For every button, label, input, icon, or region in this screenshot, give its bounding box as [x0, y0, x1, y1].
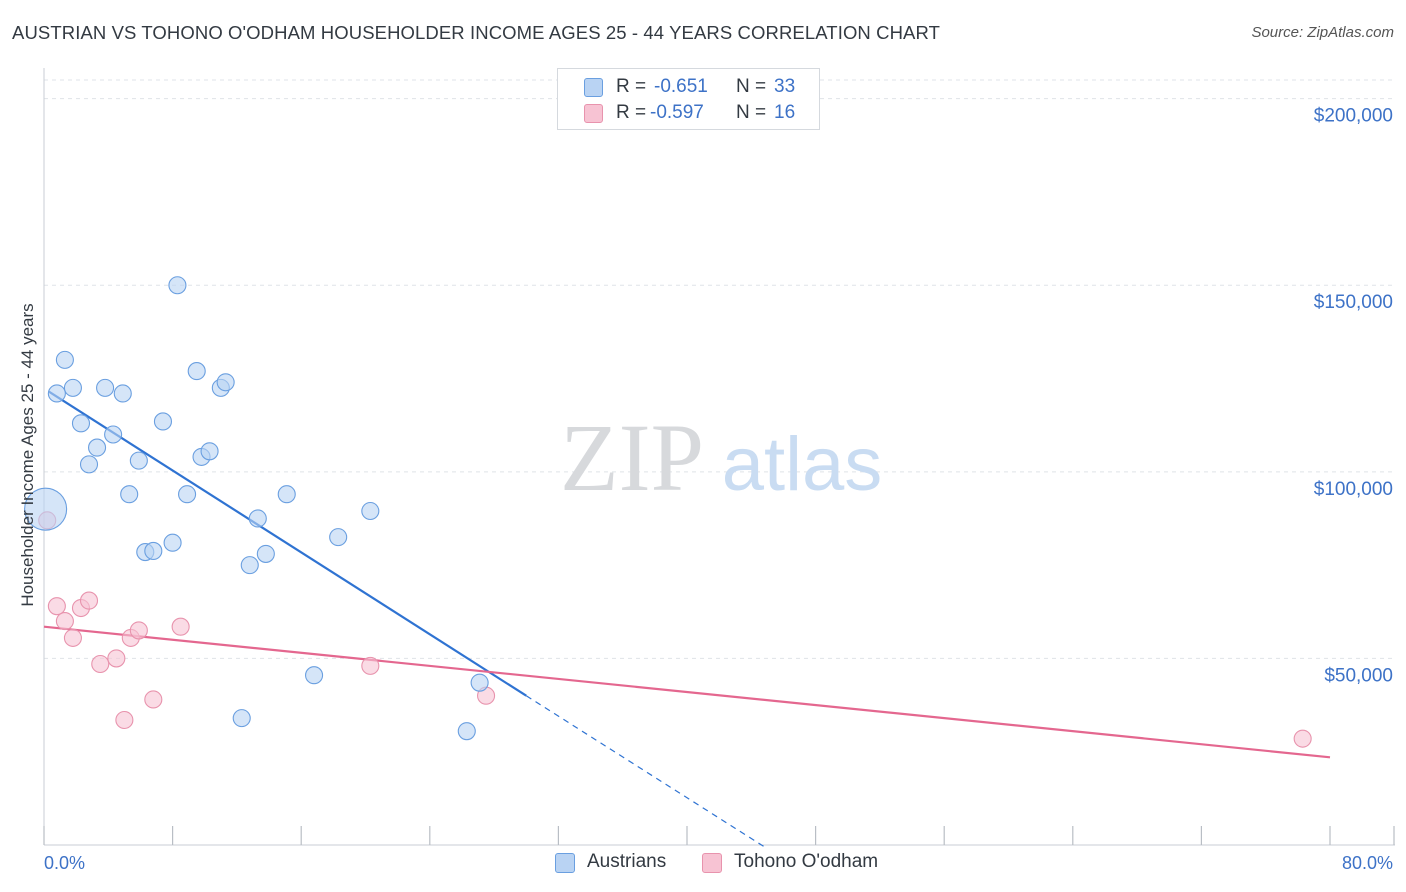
- austrians-point: [63, 378, 82, 397]
- austrians-trend-extension: [525, 695, 768, 850]
- legend-r-label: R =: [616, 102, 647, 123]
- austrians-trend-line: [48, 390, 527, 697]
- legend-r-value: -0.597: [650, 102, 704, 123]
- austrians-point-large: [24, 487, 68, 531]
- stats-legend: R = -0.651 N = 33 R = -0.597 N = 16: [557, 68, 820, 130]
- austrians-point: [113, 384, 132, 403]
- tohono-point: [144, 690, 163, 709]
- watermark: ZIP atlas: [560, 404, 882, 511]
- austrians-legend-label: Austrians: [587, 851, 667, 872]
- trend-lines: [43, 390, 1331, 850]
- tohono-trend-line: [43, 625, 1331, 759]
- austrians-point: [120, 485, 139, 504]
- austrians-point: [457, 722, 476, 741]
- austrians-point: [240, 556, 259, 575]
- legend-n-value: 16: [774, 102, 796, 123]
- x-tick-label: 0.0%: [44, 853, 85, 873]
- austrians-point: [329, 528, 348, 547]
- austrians-point: [129, 451, 148, 470]
- tohono-legend-label: Tohono O'odham: [734, 851, 879, 872]
- austrians-point: [256, 544, 275, 563]
- austrians-point: [47, 384, 66, 403]
- austrians-point: [163, 533, 182, 552]
- tohono-point: [63, 628, 82, 647]
- legend-n-value: 33: [774, 76, 796, 97]
- tohono-swatch: [584, 104, 603, 123]
- legend-r-label: R =: [616, 76, 647, 97]
- watermark-zip: ZIP: [560, 404, 704, 511]
- tohono-point: [115, 710, 134, 730]
- scatter-points: [24, 276, 1312, 748]
- austrians-point: [232, 709, 251, 728]
- tohono-point: [107, 649, 126, 668]
- tohono-point: [1293, 729, 1312, 748]
- austrians-point: [470, 673, 489, 692]
- tohono-point: [55, 612, 74, 631]
- tohono-legend-swatch: [702, 853, 722, 873]
- austrians-point: [104, 425, 123, 444]
- austrians-point: [79, 455, 99, 474]
- axis-labels: $50,000 $100,000 $150,000 $200,000 0.0% 80.0%…: [18, 106, 1393, 873]
- y-tick-label: $200,000: [1314, 106, 1393, 127]
- austrians-point: [96, 378, 115, 397]
- y-tick-label: $150,000: [1314, 292, 1393, 313]
- austrians-point: [168, 276, 187, 295]
- tohono-point: [361, 656, 380, 675]
- austrians-point: [248, 509, 267, 528]
- austrians-point: [71, 414, 91, 433]
- austrians-point: [361, 501, 380, 521]
- austrians-legend-swatch: [555, 853, 575, 873]
- y-axis-title: Householder Income Ages 25 - 44 years: [18, 303, 37, 606]
- austrians-swatch: [584, 78, 603, 97]
- tohono-point: [171, 617, 190, 636]
- austrians-point: [87, 438, 107, 457]
- austrians-point: [305, 666, 324, 685]
- tohono-point: [79, 591, 99, 610]
- axes: [43, 68, 1395, 846]
- legend-r-value: -0.651: [654, 76, 708, 97]
- austrians-point: [216, 373, 235, 392]
- tohono-point: [47, 597, 66, 616]
- watermark-atlas: atlas: [722, 422, 883, 507]
- y-tick-label: $100,000: [1314, 479, 1393, 500]
- austrians-point: [187, 362, 206, 381]
- x-tick-label: 80.0%: [1342, 853, 1393, 873]
- austrians-point: [277, 485, 296, 504]
- legend-n-label: N =: [736, 76, 767, 97]
- tohono-point: [91, 654, 110, 674]
- y-tick-label: $50,000: [1324, 665, 1393, 686]
- austrians-point: [153, 412, 173, 431]
- chart-title: AUSTRIAN VS TOHONO O'ODHAM HOUSEHOLDER I…: [12, 22, 941, 43]
- source-credit: Source: ZipAtlas.com: [1251, 24, 1394, 41]
- tohono-point: [129, 621, 148, 640]
- legend-n-label: N =: [736, 102, 767, 123]
- austrians-point: [178, 485, 197, 504]
- austrians-point: [55, 350, 74, 369]
- austrians-point: [200, 442, 219, 461]
- austrians-point: [144, 541, 163, 560]
